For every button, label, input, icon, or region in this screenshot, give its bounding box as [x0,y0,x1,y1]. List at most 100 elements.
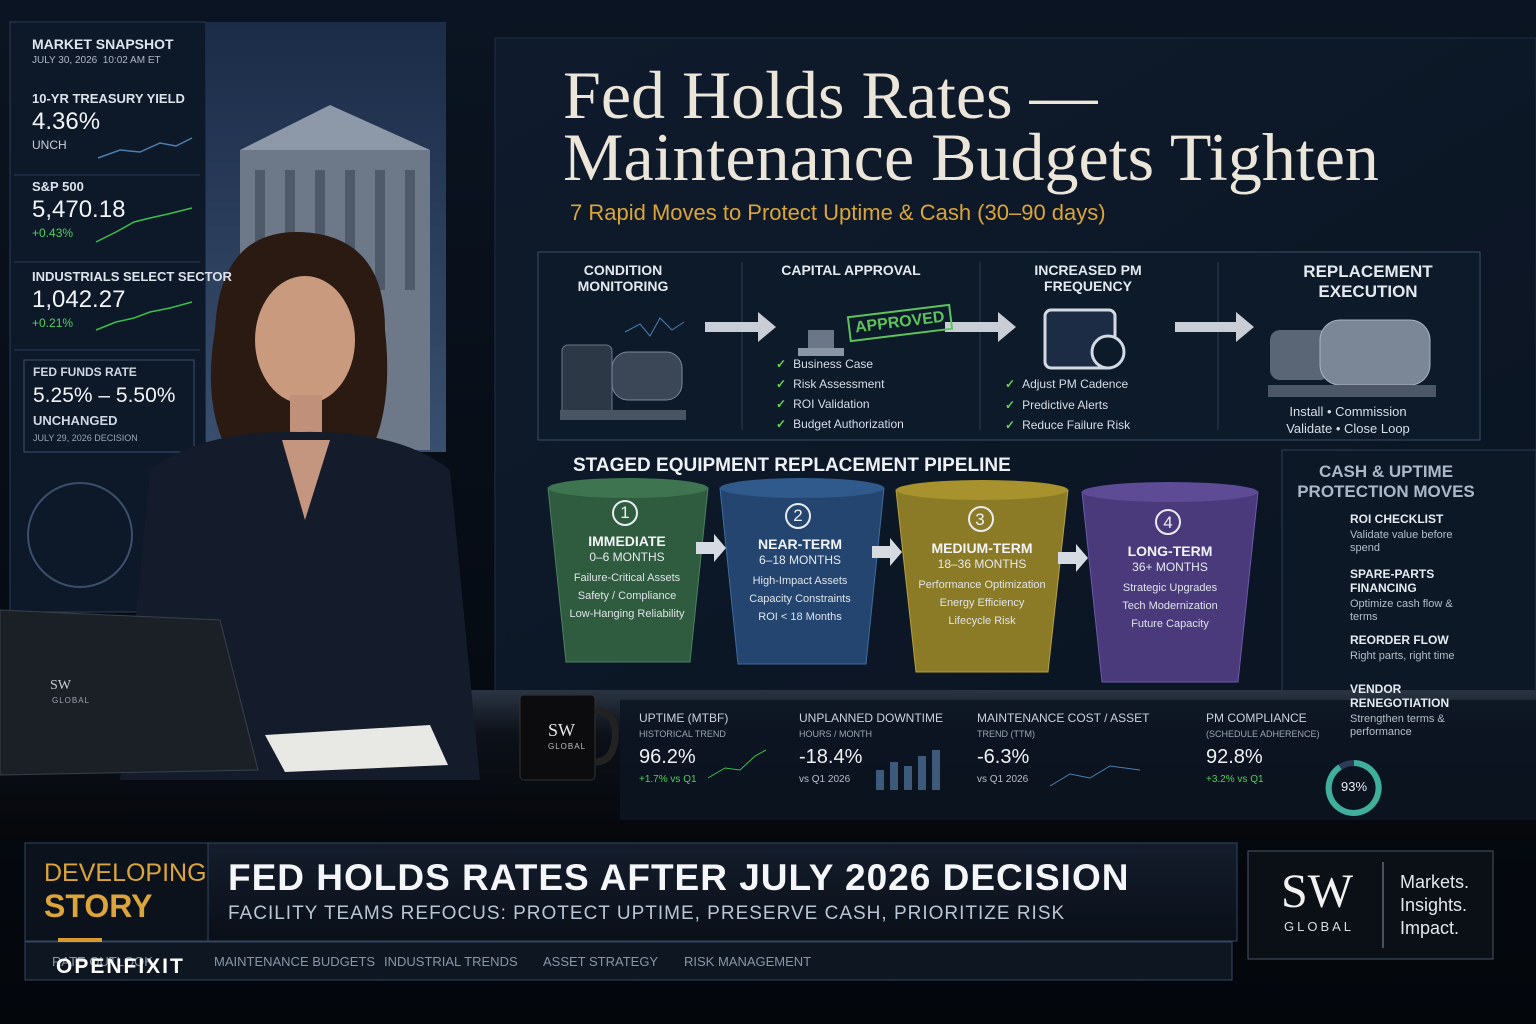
stage-number: 4 [1163,513,1173,532]
kpi-label: PM COMPLIANCE [1206,711,1307,725]
market-label: 10-YR TREASURY YIELD [32,91,185,106]
fed-note: JULY 29, 2026 DECISION [33,433,138,443]
gauge-arc [1325,760,1382,816]
kpi-value: -18.4% [799,746,863,768]
stage-name: NEAR-TERM [758,536,842,552]
kpi-sublabel: HISTORICAL TREND [639,729,726,739]
sparkline [1049,765,1141,787]
market-value: 5,470.18 [32,196,126,223]
move-title: REORDER FLOW [1350,633,1449,647]
kpi-sublabel: TREND (TTM) [977,729,1035,739]
step-line: Validate • Close Loop [1286,421,1410,436]
logo-tagline: Impact. [1400,918,1460,938]
stage-circles [612,500,1181,535]
stage-horizon: 18–36 MONTHS [937,557,1027,571]
paper [265,725,448,772]
stage-item: Performance Optimization [918,579,1046,591]
market-change: +0.21% [32,316,74,330]
move-text: Validate value before spend [1350,529,1453,554]
check-item: ROI Validation [776,397,869,412]
timestamp: JULY 30, 2026 10:02 AM ET [32,55,161,66]
ticker-item: INDUSTRIAL TRENDS [384,954,518,969]
kpi-sublabel: HOURS / MONTH [799,729,872,739]
logo-tagline: Insights. [1400,895,1468,915]
kpi-value: 96.2% [639,746,696,768]
laptop [0,609,259,776]
fed-box [23,359,195,453]
stage-horizon: 6–18 MONTHS [758,553,842,567]
mug-logo: SW [548,720,575,740]
title: Fed Holds Rates — [563,57,1098,133]
kpi-label: MAINTENANCE COST / ASSET [977,711,1150,725]
pump-icon [560,344,686,420]
kpi-label: UPTIME (MTBF) [639,711,729,725]
headline: FED HOLDS RATES AFTER JULY 2026 DECISION [228,857,1130,898]
step-title: REPLACEMENT EXECUTION [1303,262,1433,301]
moves-title: CASH & UPTIME PROTECTION MOVES [1297,462,1475,501]
ticker-item: RISK MANAGEMENT [684,954,812,969]
subtitle: 7 Rapid Moves to Protect Uptime & Cash (… [570,200,1106,225]
move-title: VENDOR RENEGOTIATION [1350,682,1450,710]
stage-item: Low-Hanging Reliability [569,608,685,620]
panel-title: MARKET SNAPSHOT [32,36,174,52]
title: Maintenance Budgets Tighten [563,119,1379,195]
seal [27,482,133,588]
stage-item: Safety / Compliance [577,590,677,602]
move-text: Strengthen terms & performance [1350,713,1445,738]
move-text: Right parts, right time [1350,650,1455,662]
building-roof [240,105,430,150]
check-item: Risk Assessment [776,377,884,392]
check-item: Reduce Failure Risk [1005,418,1130,433]
kpi-strip [620,700,1536,820]
watermark: OPENFIXIT [56,955,185,978]
mug [519,694,619,781]
stage-item: ROI < 18 Months [758,611,842,623]
stage-item: Energy Efficiency [939,597,1025,609]
stage-number: 3 [975,510,985,529]
step-line: Install • Commission [1289,404,1407,419]
check-item: Budget Authorization [776,417,904,432]
kpi-label: UNPLANNED DOWNTIME [799,711,944,725]
story-tag: DEVELOPING [44,859,207,887]
logo-name: GLOBAL [1284,919,1355,934]
step-title: CONDITION MONITORING [577,262,669,295]
ticker-item: ASSET STRATEGY [543,954,659,969]
mug-logo: GLOBAL [548,742,587,751]
market-value: 4.36% [32,108,101,135]
move-title: SPARE-PARTS FINANCING [1350,567,1435,595]
market-label: INDUSTRIALS SELECT SECTOR [32,269,232,284]
kpi-sublabel: (SCHEDULE ADHERENCE) [1206,729,1320,739]
step-title: INCREASED PM FREQUENCY [1034,262,1142,295]
subheadline: FACILITY TEAMS REFOCUS: PROTECT UPTIME, … [228,903,1066,924]
replacement-pump [1268,319,1436,397]
kpi-change: +3.2% vs Q1 [1206,774,1264,785]
stage-item: Capacity Constraints [749,593,851,605]
sparkline [707,749,767,779]
tag-box [24,842,209,942]
sparkline [95,301,193,331]
kpi-change: vs Q1 2026 [799,774,851,785]
stage-item: High-Impact Assets [752,575,848,587]
stage-item: Strategic Upgrades [1122,582,1218,594]
columns [255,170,415,290]
logo-mark: SW [1281,865,1353,918]
bars-icon [876,750,940,790]
step-dividers [741,262,1219,430]
laptop-logo: SW [50,678,71,693]
stage-name: LONG-TERM [1127,543,1213,559]
stage-item: Future Capacity [1131,618,1209,630]
move-text: Optimize cash flow & terms [1350,598,1453,623]
laptop-logo: GLOBAL [52,696,91,705]
ticker-bar [24,941,1233,981]
sparkline [95,207,193,243]
step-title: CAPITAL APPROVAL [781,262,921,278]
kpi-change: +1.7% vs Q1 [639,774,697,785]
gauge-label: 93% [1340,779,1368,794]
logo-tagline: Markets. [1400,872,1470,892]
market-label: S&P 500 [32,179,84,194]
stage-horizon: 0–6 MONTHS [589,550,665,564]
kpi-value: -6.3% [977,746,1030,768]
stage-item: Tech Modernization [1122,600,1218,612]
lower-third [24,842,1238,942]
